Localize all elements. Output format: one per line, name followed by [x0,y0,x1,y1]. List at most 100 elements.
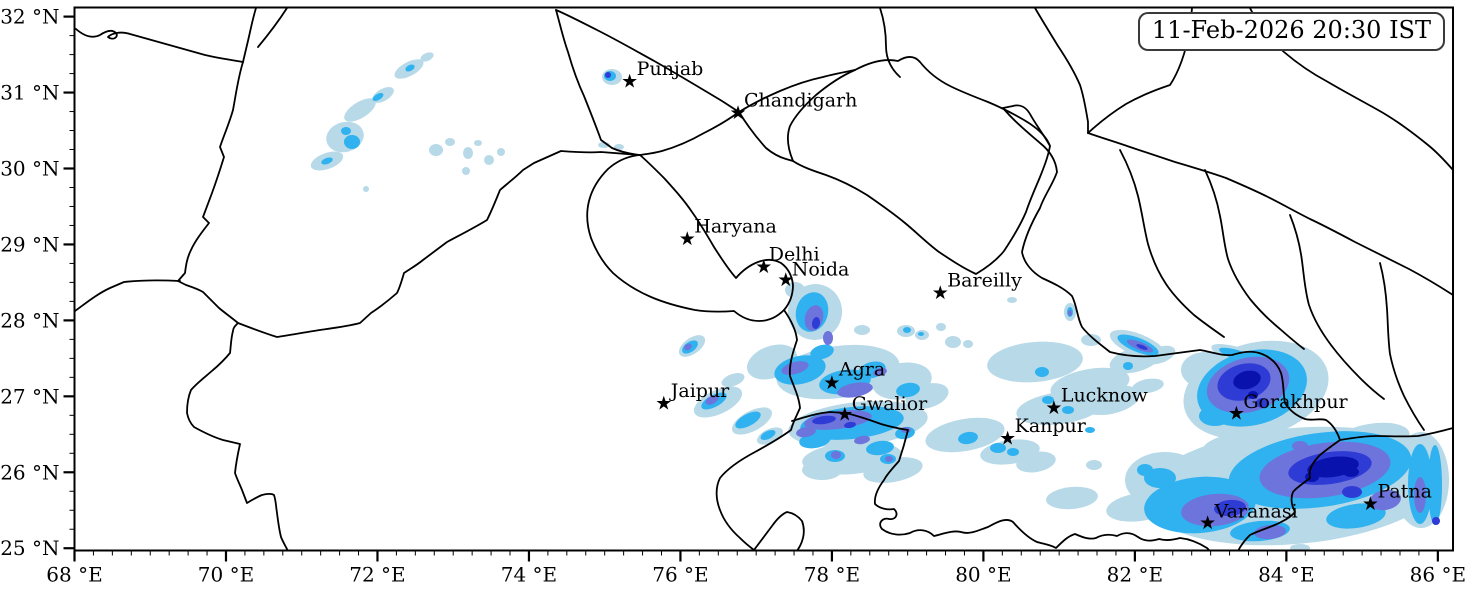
boundary-punjab-east [639,111,740,156]
boundary-nepal-province-3 [1289,214,1385,400]
precip-cell [903,327,911,333]
precip-cell [1414,477,1426,513]
precip-cell [1248,391,1258,399]
boundary-rajasthan-west [74,279,181,312]
boundary-jk-squiggle [75,28,244,63]
precip-cell [837,382,873,398]
boundary-nepal-north [1087,132,1454,296]
precip-cell [1123,362,1133,370]
city-label-kanpur: Kanpur [1015,415,1087,437]
timestamp-box: 11-Feb-2026 20:30 IST [1137,12,1445,51]
precip-cell [945,336,961,348]
x-tick-label: 82 °E [1107,563,1163,587]
precip-cell [1016,391,1104,425]
precip-cell [1132,378,1164,394]
precip-cell [990,443,1006,453]
city-label-bareilly: Bareilly [947,269,1022,291]
x-tick-label: 78 °E [804,563,860,587]
x-tick-label: 68 °E [46,563,102,587]
x-tick-label: 70 °E [198,563,254,587]
precip-cell [863,457,923,483]
city-label-punjab: Punjab [637,58,704,80]
city-label-gorakhpur: Gorakhpur [1243,391,1348,413]
city-star-icon: ★ [655,393,672,415]
boundary-hp-link-1 [738,69,856,113]
city-star-icon: ★ [755,256,772,278]
city-marker-kanpur: ★Kanpur [999,415,1087,450]
precip-cell [344,98,376,122]
x-tick-label: 84 °E [1258,563,1314,587]
precip-cell [463,147,473,159]
precip-cell [341,127,351,135]
precip-cell [1086,460,1102,470]
precip-cell [823,331,833,345]
precip-cell [1428,445,1442,525]
city-label-agra: Agra [838,359,885,381]
city-marker-punjab: ★Punjab [621,58,703,93]
precip-cell [1292,441,1308,451]
precip-cell [854,325,870,335]
x-tick-label: 72 °E [349,563,405,587]
city-star-icon: ★ [1228,403,1245,425]
precip-cell [1144,468,1176,488]
precip-cell [1233,370,1261,390]
precip-cell [1080,384,1140,416]
precip-cell [429,144,443,156]
city-marker-delhi: ★Delhi [755,243,819,278]
precip-cell [420,52,434,62]
city-label-gwalior: Gwalior [852,393,928,415]
city-label-chandigarh: Chandigarh [744,89,857,111]
boundary-nepal-province-4 [1379,262,1425,431]
city-label-delhi: Delhi [769,243,820,265]
city-label-jaipur: Jaipur [669,380,730,402]
city-marker-gwalior: ★Gwalior [836,393,928,426]
mask-left [0,0,75,591]
precip-cell [1326,503,1386,529]
boundary-nepal-southwest [1002,107,1341,441]
precip-cell [1081,334,1101,346]
precip-cell [811,317,821,329]
city-marker-jaipur: ★Jaipur [655,380,730,415]
precip-cell [1432,517,1440,525]
boundary-punjab-top [555,9,740,113]
axes-layer [63,15,1439,562]
city-marker-chandigarh: ★Chandigarh [729,89,857,124]
city-marker-lucknow: ★Lucknow [1045,385,1148,420]
precip-cell [844,421,856,429]
precip-cell [831,451,841,459]
precip-cell [1016,451,1056,473]
precip-cell [1136,344,1148,350]
precip-cell [866,440,894,456]
boundary-haryana-loop [586,154,794,322]
precip-cell [1214,499,1246,517]
precip-cell [810,344,834,360]
precip-cell [405,64,415,72]
precip-cell [484,155,494,165]
precip-cell [781,361,809,375]
city-star-icon: ★ [823,372,840,394]
boundary-up-bihar-border [1237,439,1341,552]
y-tick-label: 32 °N [0,5,59,29]
x-tick-label: 80 °E [955,563,1011,587]
y-tick-label: 27 °N [0,384,59,408]
precip-cell [1254,524,1286,540]
precip-cell [936,323,946,331]
precip-cell [326,121,364,153]
boundary-punjab-west [555,9,641,156]
precip-cell [958,431,978,445]
city-star-icon: ★ [1199,512,1216,534]
precip-cell [987,341,1083,383]
x-tick-label: 76 °E [652,563,708,587]
mask-top [0,0,1471,8]
precip-cell [1162,502,1182,516]
city-marker-agra: ★Agra [823,359,885,395]
precip-cell [705,395,719,405]
precip-cell [796,426,816,438]
city-marker-noida: ★Noida [777,258,849,291]
precip-cell [614,144,624,150]
y-tick-label: 29 °N [0,232,59,256]
city-label-noida: Noida [792,258,850,280]
precip-cell [321,157,333,165]
